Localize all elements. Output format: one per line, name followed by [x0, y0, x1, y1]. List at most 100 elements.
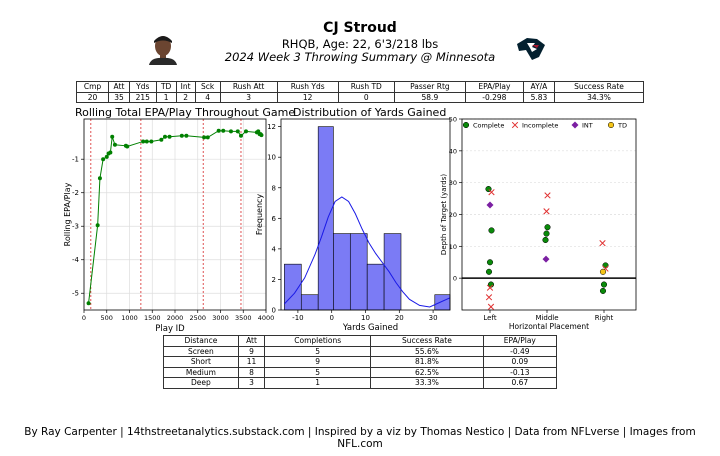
epa-data-point: [125, 144, 130, 149]
player-name-title: CJ Stroud: [323, 20, 397, 36]
scatter-point-complete: [486, 259, 494, 266]
legend-label: Incomplete: [522, 122, 558, 130]
legend-marker: [607, 121, 615, 129]
table-row: Deep 3 1 33.3% 0.67: [163, 377, 558, 389]
hist-y-tick-label: 12: [267, 123, 276, 131]
legend-label: TD: [617, 122, 627, 130]
scatter-point-complete: [599, 287, 607, 294]
scatter-point-incomplete: [543, 208, 550, 215]
epa-x-tick-label: 0: [82, 314, 86, 322]
scatter-y-tick-label: 20: [449, 211, 457, 219]
epa-x-axis-label: Play ID: [155, 324, 185, 334]
scatter-point-incomplete: [487, 303, 495, 310]
stats-value-cell: 2: [175, 91, 196, 103]
distance-header-row: Distance Att Completions Success Rate EPA/Pl…: [163, 335, 558, 347]
stats-value-cell: 0: [337, 91, 395, 103]
distance-cell: Medium: [163, 366, 239, 378]
scatter-point-complete: [543, 230, 550, 237]
scatter-x-tick-label: Middle: [535, 314, 558, 322]
epa-y-tick-label: -2: [72, 189, 79, 197]
epa-data-point: [235, 129, 240, 134]
epa-data-point: [159, 137, 164, 142]
legend-label: INT: [582, 122, 593, 130]
hist-y-tick-label: 2: [272, 276, 276, 284]
kde-curve: [284, 196, 451, 308]
epa-data-point: [162, 134, 167, 139]
distance-header-cell: Att: [237, 335, 266, 347]
stats-value-cell: 5.83: [522, 91, 556, 103]
scatter-y-tick-label: 50: [449, 116, 457, 124]
epa-data-point: [205, 135, 210, 140]
scatter-point-incomplete: [544, 192, 551, 199]
epa-x-tick-label: 2500: [189, 314, 206, 322]
stats-value-cell: 12: [276, 91, 339, 103]
scatter-y-tick-label: 0: [453, 275, 457, 283]
table-row: Short 11 9 81.8% 0.09: [163, 356, 558, 368]
scatter-y-tick-label: 40: [449, 147, 457, 155]
distance-cell: 5: [264, 345, 372, 357]
hist-x-tick-label: 20: [395, 314, 404, 322]
distance-cell: 5: [264, 366, 372, 378]
distance-header-cell: Success Rate: [370, 335, 484, 347]
distance-cell: -0.13: [482, 366, 558, 378]
epa-x-tick-label: 3500: [235, 314, 252, 322]
scatter-point-incomplete: [486, 284, 494, 291]
epa-data-point: [97, 176, 102, 181]
legend-label: Complete: [473, 122, 504, 130]
epa-data-point: [259, 133, 264, 138]
distance-cell: 8: [237, 366, 266, 378]
scatter-y-tick-label: 10: [449, 243, 457, 251]
hist-y-axis-label: Frequency: [255, 194, 264, 236]
distance-cell: 9: [237, 345, 266, 357]
epa-x-tick-label: 500: [101, 314, 113, 322]
distance-cell: -0.49: [482, 345, 558, 357]
hist-y-tick-label: 8: [272, 184, 276, 192]
hist-x-tick-label: 30: [429, 314, 438, 322]
scatter-point-incomplete: [599, 239, 606, 247]
hist-y-tick-label: 0: [272, 307, 276, 315]
epa-data-point: [184, 133, 189, 138]
epa-data-point: [108, 150, 113, 155]
epa-panel-title: Rolling Total EPA/Play Throughout Game: [75, 106, 296, 119]
stats-value-row: 20 35 215 1 2 4 3 12 0 58.9 -0.298 5.83 34.3%: [75, 91, 644, 103]
epa-data-point: [243, 129, 248, 134]
distance-header-cell: Distance: [163, 335, 239, 347]
epa-y-tick-label: -3: [72, 223, 79, 231]
scatter-point-complete: [544, 224, 551, 231]
stats-header-row: Cmp Att Yds TD Int Sck Rush Att Rush Yds Rush TD…: [75, 81, 644, 93]
epa-x-tick-label: 1000: [121, 314, 138, 322]
scatter-point-incomplete: [488, 189, 495, 196]
distance-header-cell: EPA/Play: [482, 335, 558, 347]
epa-x-tick-label: 3000: [212, 314, 229, 322]
epa-data-point: [112, 142, 117, 147]
epa-data-point: [144, 139, 149, 144]
scatter-x-tick-label: Left: [483, 314, 496, 322]
distance-cell: 9: [264, 356, 372, 368]
hist-x-tick-label: 0: [329, 314, 333, 322]
hist-x-tick-label: 10: [361, 314, 370, 322]
epa-data-point: [202, 135, 207, 140]
scatter-x-axis-label: Horizontal Placement: [509, 322, 589, 331]
table-row: Medium 8 5 62.5% -0.13: [163, 366, 558, 378]
hist-y-tick-label: 6: [272, 215, 277, 223]
scatter-point-td: [599, 268, 607, 275]
epa-data-point: [104, 154, 109, 159]
distance-breakdown-table: Distance Att Completions Success Rate EPA/Pl…: [163, 335, 558, 389]
scatter-point-complete: [488, 227, 495, 234]
scatter-point-int: [486, 201, 494, 209]
distance-cell: 0.67: [482, 377, 558, 389]
distance-header-cell: Completions: [264, 335, 372, 347]
epa-data-point: [141, 139, 146, 144]
scatter-point-complete: [600, 281, 608, 288]
epa-data-point: [149, 139, 154, 144]
distance-cell: 3: [237, 377, 266, 389]
epa-data-point: [101, 157, 106, 162]
scatter-x-tick-label: Right: [595, 314, 614, 322]
epa-data-point: [238, 133, 243, 138]
distance-cell: 33.3%: [370, 377, 484, 389]
distance-cell: 81.8%: [370, 356, 484, 368]
epa-y-tick-label: -5: [72, 290, 79, 298]
